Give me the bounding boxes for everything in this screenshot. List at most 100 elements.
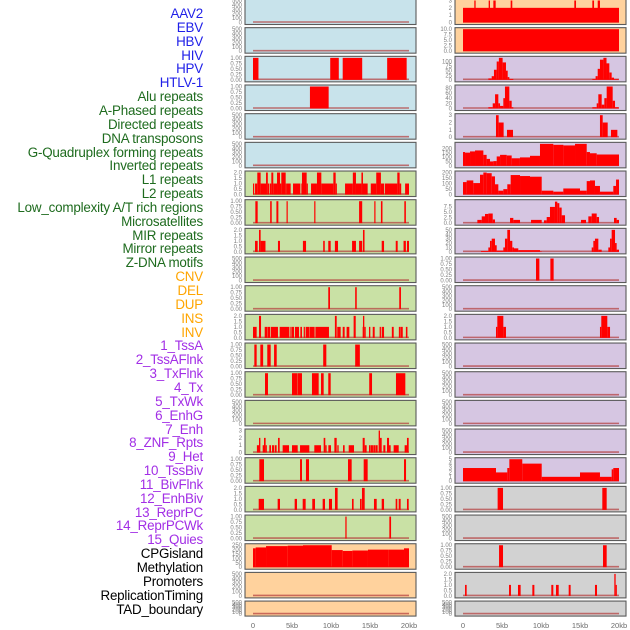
y-tick-label: 1.5	[234, 176, 243, 182]
data-bar	[486, 173, 492, 195]
panel-background	[454, 399, 627, 427]
y-tick-label: 1.00	[230, 199, 242, 205]
y-tick-label: 1	[449, 128, 453, 134]
y-tick-label: 0	[239, 135, 243, 141]
data-bar	[463, 468, 496, 482]
legend-label-methylation: Methylation	[136, 560, 203, 575]
y-tick-label: 0.75	[230, 291, 242, 297]
y-tick-label: 0.25	[230, 101, 242, 107]
data-bar	[342, 57, 363, 80]
y-tick-label: 100	[442, 610, 453, 616]
y-tick-label: 0.0	[444, 336, 453, 342]
data-bar	[599, 326, 602, 338]
y-tick-label: 0	[449, 451, 453, 457]
data-bar	[518, 250, 540, 252]
data-bar	[253, 548, 256, 568]
data-bar	[500, 105, 504, 109]
data-bar	[255, 240, 258, 252]
data-bar	[532, 584, 535, 596]
y-tick-label: 1.0	[234, 182, 243, 188]
data-bar	[370, 445, 373, 453]
data-bar	[360, 498, 362, 510]
panel-background	[244, 84, 417, 112]
legend-label-12-enhbiv: 12_EnhBiv	[140, 490, 203, 506]
y-tick-label: 300	[442, 380, 453, 386]
y-tick-label: 10.0	[440, 27, 452, 33]
legend-label-z-dna-motifs: Z-DNA motifs	[125, 255, 203, 271]
data-bar	[580, 190, 587, 195]
data-bar	[488, 0, 490, 23]
y-tick-label: 0.5	[234, 244, 243, 250]
y-tick-label: 200	[442, 146, 453, 152]
data-bar	[496, 156, 501, 166]
data-bar	[314, 445, 322, 453]
data-bar	[300, 459, 302, 482]
data-bar	[266, 546, 288, 568]
x-tick-label: 20kb	[611, 621, 627, 630]
legend-label-14-reprpcwk: 14_ReprPCWk	[115, 518, 203, 534]
panel-background	[454, 342, 627, 370]
data-bar	[599, 115, 603, 138]
data-bar	[404, 548, 409, 568]
data-bar	[346, 326, 350, 338]
data-bar	[493, 69, 497, 80]
data-bar	[599, 476, 612, 482]
data-bar	[492, 219, 495, 224]
x-tick-label: 10kb	[533, 621, 549, 630]
panel-background	[244, 0, 417, 26]
y-tick-label: 500	[232, 400, 243, 406]
data-bar	[274, 344, 277, 367]
y-tick-label: 0.5	[234, 502, 243, 508]
data-bar	[491, 76, 494, 80]
y-tick-label: 300	[232, 36, 243, 42]
data-bar	[281, 172, 286, 195]
panel-microsatellites: 0 123	[239, 428, 417, 457]
data-bar	[255, 201, 258, 224]
data-bar	[331, 550, 343, 568]
data-bar	[253, 326, 257, 338]
y-tick-label: 300	[232, 605, 243, 611]
panel-hbv: 0.000.250.500.751.00	[230, 55, 417, 84]
y-tick-label: 4	[449, 462, 453, 468]
data-bar	[328, 240, 331, 252]
panel-mir-repeats: 0.000.250.500.751.00	[230, 457, 417, 485]
data-bar	[503, 247, 505, 252]
y-tick-label: 0.50	[230, 210, 242, 216]
y-tick-label: 0.50	[230, 96, 242, 102]
legend-label-inverted-repeats: Inverted repeats	[109, 158, 203, 174]
y-tick-label: 0.50	[230, 296, 242, 302]
y-tick-label: 2.0	[234, 228, 243, 234]
legend-label-l2-repeats: L2 repeats	[141, 186, 203, 202]
data-bar	[315, 326, 329, 338]
y-tick-label: 60	[445, 91, 452, 97]
data-bar	[387, 437, 390, 453]
y-tick-label: 400	[442, 404, 453, 410]
y-tick-label: 1.5	[444, 577, 453, 583]
y-tick-label: 50	[445, 228, 452, 234]
panel-background	[454, 313, 627, 341]
y-tick-label: 200	[232, 270, 243, 276]
data-bar	[292, 326, 295, 338]
y-tick-label: 1.00	[230, 457, 242, 463]
y-tick-label: 50	[445, 159, 452, 165]
y-tick-label: 200	[442, 384, 453, 390]
data-bar	[397, 172, 400, 195]
y-tick-label: 300	[232, 581, 243, 587]
y-tick-label: 0	[449, 107, 453, 113]
y-tick-label: 0.75	[440, 491, 452, 497]
data-bar	[353, 315, 356, 338]
y-tick-label: 300	[232, 409, 243, 415]
data-bar	[497, 315, 504, 338]
data-bar	[362, 229, 365, 252]
legend-label-hpv: HPV	[176, 61, 203, 77]
data-bar	[611, 229, 616, 252]
legend-label-6-enhg: 6_EnhG	[155, 407, 203, 423]
y-tick-label: 40	[445, 96, 452, 102]
data-bar	[333, 172, 336, 195]
y-tick-label: 300	[232, 7, 243, 13]
data-bar	[277, 240, 280, 252]
x-tick-label: 0	[251, 621, 255, 630]
